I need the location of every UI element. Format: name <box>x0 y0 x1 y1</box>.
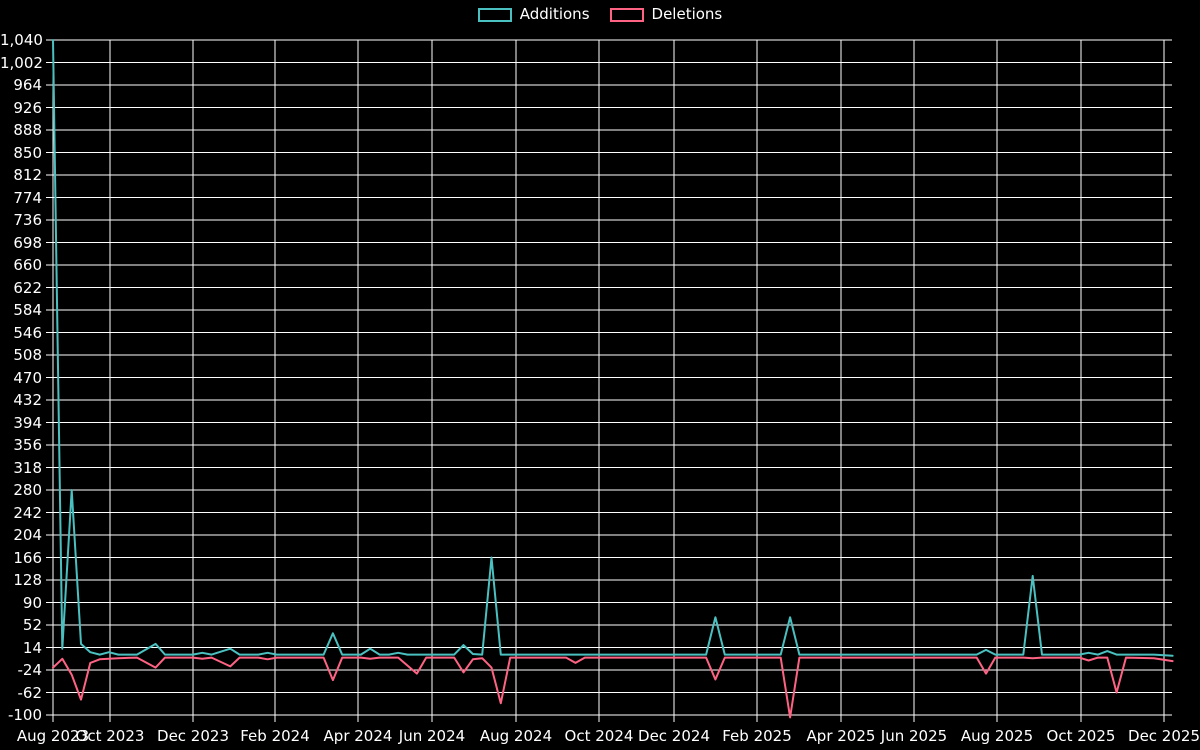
y-axis-tick-label: 622 <box>13 278 42 297</box>
y-axis-tick-label: 14 <box>22 638 42 657</box>
x-axis-tick-label: Jun 2025 <box>880 727 948 745</box>
x-axis-tick-label: Dec 2023 <box>157 727 229 745</box>
y-axis-tick-label: 52 <box>22 616 42 634</box>
y-axis-tick-label: -62 <box>17 683 43 702</box>
legend-item-deletions[interactable]: Deletions <box>609 5 723 23</box>
deletions-swatch <box>609 7 644 22</box>
y-axis-tick-label: 736 <box>13 211 42 229</box>
y-axis-tick-label: 318 <box>13 458 42 477</box>
legend-item-additions[interactable]: Additions <box>477 5 590 23</box>
x-axis-tick-label: Apr 2025 <box>806 727 876 745</box>
x-axis-tick-label: Jun 2024 <box>398 727 466 745</box>
deletions-line <box>52 656 1174 719</box>
x-axis-tick-label: Aug 2024 <box>479 727 553 745</box>
y-axis-tick-label: 774 <box>13 188 42 207</box>
chart-legend: Additions Deletions <box>0 6 1200 23</box>
x-axis-tick-label: Aug 2023 <box>16 727 90 745</box>
y-axis-tick-label: 90 <box>22 593 42 612</box>
y-axis-tick-label: 698 <box>13 233 42 252</box>
x-axis-tick-label: Apr 2024 <box>323 727 393 745</box>
y-axis-tick-label: 546 <box>13 323 42 342</box>
deletions-legend-label: Deletions <box>651 5 723 23</box>
x-axis-tick-label: Oct 2023 <box>75 727 145 745</box>
y-axis-tick-label: 394 <box>13 413 42 432</box>
y-axis-tick-label: -24 <box>17 661 43 679</box>
y-axis-tick-label: 128 <box>13 571 42 589</box>
y-axis-tick-label: 1,002 <box>0 53 43 72</box>
y-axis-tick-label: 432 <box>13 391 42 409</box>
y-axis-tick-label: 204 <box>13 526 42 544</box>
y-axis-tick-label: 508 <box>13 346 42 364</box>
x-axis-tick-label: Feb 2025 <box>722 727 792 745</box>
y-axis-tick-label: 964 <box>13 76 42 94</box>
y-axis-tick-label: 280 <box>13 481 42 499</box>
x-axis-tick-label: Oct 2024 <box>564 727 634 745</box>
additions-legend-label: Additions <box>519 5 590 23</box>
y-axis-tick-label: 926 <box>13 98 42 117</box>
x-axis-tick-label: Dec 2025 <box>1128 727 1200 745</box>
y-axis-tick-label: -100 <box>7 706 42 724</box>
x-axis-tick-label: Dec 2024 <box>638 727 710 745</box>
additions-line <box>52 39 1174 657</box>
y-axis-tick-label: 242 <box>13 503 42 522</box>
gridlines <box>46 39 1172 722</box>
y-axis-tick-label: 850 <box>13 143 42 162</box>
y-axis-tick-label: 812 <box>13 166 42 184</box>
x-axis-tick-label: Feb 2024 <box>240 727 310 745</box>
y-axis-tick-label: 166 <box>13 548 42 567</box>
x-axis-tick-label: Oct 2025 <box>1046 727 1116 745</box>
additions-swatch <box>477 7 512 22</box>
y-axis-tick-label: 1,040 <box>0 31 43 49</box>
y-axis-tick-label: 356 <box>13 436 42 454</box>
y-axis-tick-label: 660 <box>13 256 42 274</box>
y-axis-tick-label: 470 <box>13 368 42 387</box>
y-axis-tick-label: 584 <box>13 301 42 319</box>
x-axis-tick-label: Aug 2025 <box>960 727 1034 745</box>
y-axis-tick-label: 888 <box>13 121 42 139</box>
